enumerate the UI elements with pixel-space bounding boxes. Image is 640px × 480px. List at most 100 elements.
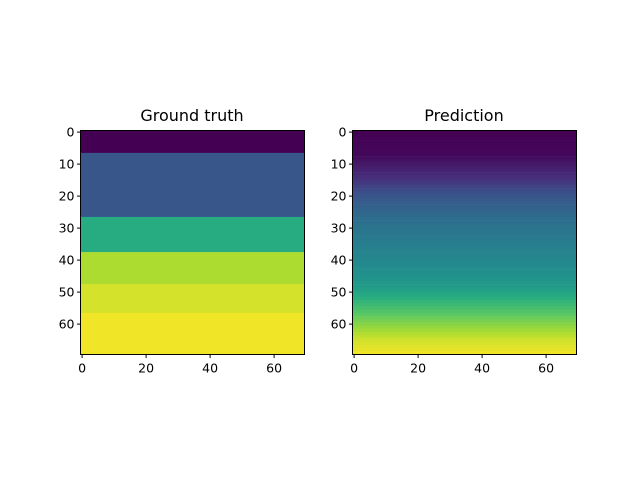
x-tick-label: 20 (410, 361, 426, 376)
heatmap-row (352, 335, 577, 339)
heatmap-row (352, 306, 577, 310)
heatmap-row (352, 312, 577, 317)
heatmap-row (352, 168, 577, 173)
y-tick-label: 20 (59, 189, 75, 204)
heatmap-row (352, 252, 577, 256)
panel-prediction: Prediction 0 10 20 30 40 50 60 0 20 40 60 (331, 106, 577, 376)
heatmap-row (352, 149, 577, 154)
heatmap-row (352, 226, 577, 230)
heatmap-row (352, 293, 577, 298)
heatmap-row (352, 277, 577, 282)
heatmap-row (352, 303, 577, 307)
heatmap-row (352, 258, 577, 262)
heatmap-row (352, 143, 577, 147)
heatmap-row (352, 328, 577, 333)
heatmap-row (352, 268, 577, 272)
heatmap-row (352, 351, 577, 355)
x-ticks-ground-truth: 0 20 40 60 (78, 354, 282, 376)
heatmap-layer (80, 252, 305, 285)
y-ticks-prediction: 0 10 20 30 40 50 60 (331, 125, 353, 332)
heatmap-row (352, 274, 577, 278)
heatmap-row (352, 332, 577, 336)
x-tick-label: 0 (78, 361, 86, 376)
heatmap-layer (80, 284, 305, 314)
heatmap-row (352, 229, 577, 234)
heatmap-row (352, 130, 577, 134)
heatmap-row (352, 309, 577, 314)
x-tick-label: 20 (138, 361, 154, 376)
y-tick-label: 30 (331, 221, 347, 236)
heatmap-row (352, 136, 577, 141)
panel-title-ground-truth: Ground truth (140, 106, 243, 125)
heatmap-layer (80, 312, 305, 355)
heatmap-row (352, 156, 577, 160)
heatmap-row (352, 146, 577, 150)
heatmap-row (352, 213, 577, 218)
heatmap-row (352, 133, 577, 138)
y-tick-label: 40 (59, 253, 75, 268)
heatmap-row (352, 348, 577, 352)
heatmap-row (352, 236, 577, 240)
heatmap-row (352, 261, 577, 266)
heatmap-layer (80, 152, 305, 218)
y-tick-label: 20 (331, 189, 347, 204)
y-tick-label: 60 (331, 317, 347, 332)
heatmap-row (352, 325, 577, 330)
heatmap-row (352, 175, 577, 179)
heatmap-row (352, 162, 577, 166)
heatmap-row (352, 140, 577, 144)
y-tick-label: 10 (331, 157, 347, 172)
heatmap-row (352, 284, 577, 288)
heatmap-row (352, 264, 577, 269)
heatmap-row (352, 178, 577, 182)
heatmap-row (352, 300, 577, 304)
x-tick-label: 0 (350, 361, 358, 376)
heatmap-row (352, 223, 577, 227)
y-tick-label: 30 (59, 221, 75, 236)
heatmap-row (352, 287, 577, 291)
heatmap-row (352, 184, 577, 189)
y-tick-label: 50 (331, 285, 347, 300)
panel-title-prediction: Prediction (424, 106, 503, 125)
heatmap-row (352, 181, 577, 186)
heatmap-row (352, 239, 577, 243)
heatmap-row (352, 242, 577, 246)
heatmap-row (352, 172, 577, 176)
heatmap-row (352, 194, 577, 198)
heatmap-row (352, 216, 577, 221)
heatmap-layer (80, 130, 305, 154)
heatmap-row (352, 191, 577, 195)
y-tick-label: 50 (59, 285, 75, 300)
heatmap-row (352, 220, 577, 224)
heatmap-row (352, 200, 577, 205)
heatmap-row (352, 248, 577, 253)
y-tick-label: 40 (331, 253, 347, 268)
x-ticks-prediction: 0 20 40 60 (350, 354, 554, 376)
axes-frame-ground-truth (80, 130, 305, 355)
heatmap-row (352, 255, 577, 259)
heatmap-row (352, 296, 577, 301)
heatmap-row (352, 341, 577, 346)
heatmap-row (352, 207, 577, 211)
heatmap-row (352, 338, 577, 342)
y-tick-label: 0 (339, 125, 347, 140)
heatmap-row (352, 290, 577, 294)
x-tick-label: 40 (474, 361, 490, 376)
heatmap-row (352, 316, 577, 320)
x-tick-label: 60 (538, 361, 554, 376)
x-tick-label: 40 (202, 361, 218, 376)
heatmap-row (352, 152, 577, 157)
heatmap-row (352, 204, 577, 208)
heatmap-row (352, 322, 577, 326)
heatmap-row (352, 188, 577, 192)
heatmap-row (352, 245, 577, 250)
y-ticks-ground-truth: 0 10 20 30 40 50 60 (59, 125, 81, 332)
heatmap-row (352, 197, 577, 202)
y-tick-label: 10 (59, 157, 75, 172)
heatmap-row (352, 319, 577, 323)
heatmap-prediction (352, 130, 577, 355)
heatmap-layer (80, 216, 305, 253)
heatmap-row (352, 271, 577, 275)
heatmap-row (352, 165, 577, 170)
